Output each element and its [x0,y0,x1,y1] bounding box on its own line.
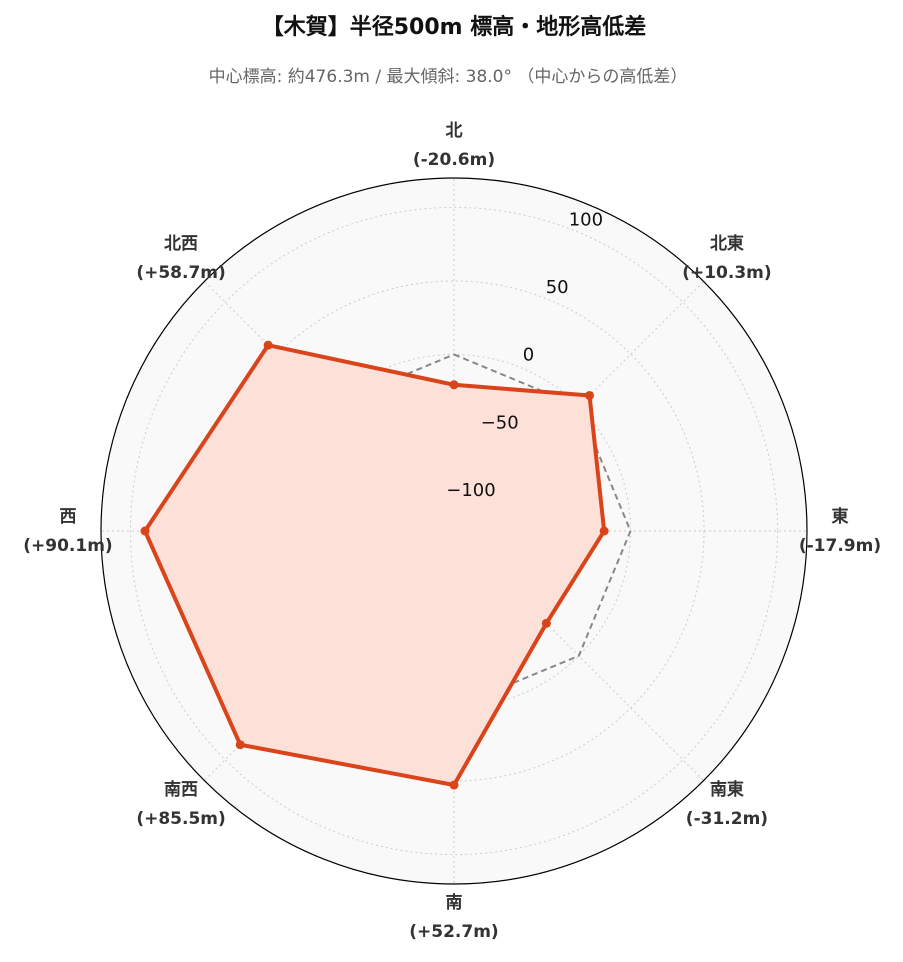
category-label: 南東 [710,779,744,800]
plot-border [100,177,808,885]
r-tick-label: 0 [523,345,534,366]
point [449,780,459,790]
point [585,390,595,400]
r-tick-label: 50 [546,277,569,298]
chart-subtitle: 中心標高: 約476.3m / 最大傾斜: 38.0° （中心からの高低差） [209,67,688,87]
r-tick-label: 100 [569,209,603,230]
r-tick-label: −100 [446,480,495,501]
category-label: 北 [446,121,463,141]
r-tick-label: −50 [481,412,519,433]
category-label: 東 [832,506,849,527]
value-label: (-17.9m) [799,536,881,556]
value-label: (-31.2m) [686,809,768,829]
value-label: (+10.3m) [682,263,771,283]
value-label: (-20.6m) [413,150,495,170]
chart-title: 【木賀】半径500m 標高・地形高低差 [262,14,647,40]
point [449,380,459,390]
category-label: 北西 [164,234,198,254]
value-label: (+85.5m) [136,809,225,829]
value-label: (+58.7m) [136,263,225,283]
value-label: (+90.1m) [23,536,112,556]
grid-circle [129,206,779,856]
category-label: 北東 [710,233,744,254]
category-label: 南西 [164,779,198,800]
point [599,526,609,536]
value-label: (+52.7m) [409,922,498,942]
point [263,340,273,350]
point [541,618,551,628]
point [235,740,245,750]
category-label: 南 [446,892,463,913]
point [140,526,150,536]
category-label: 西 [60,507,77,527]
